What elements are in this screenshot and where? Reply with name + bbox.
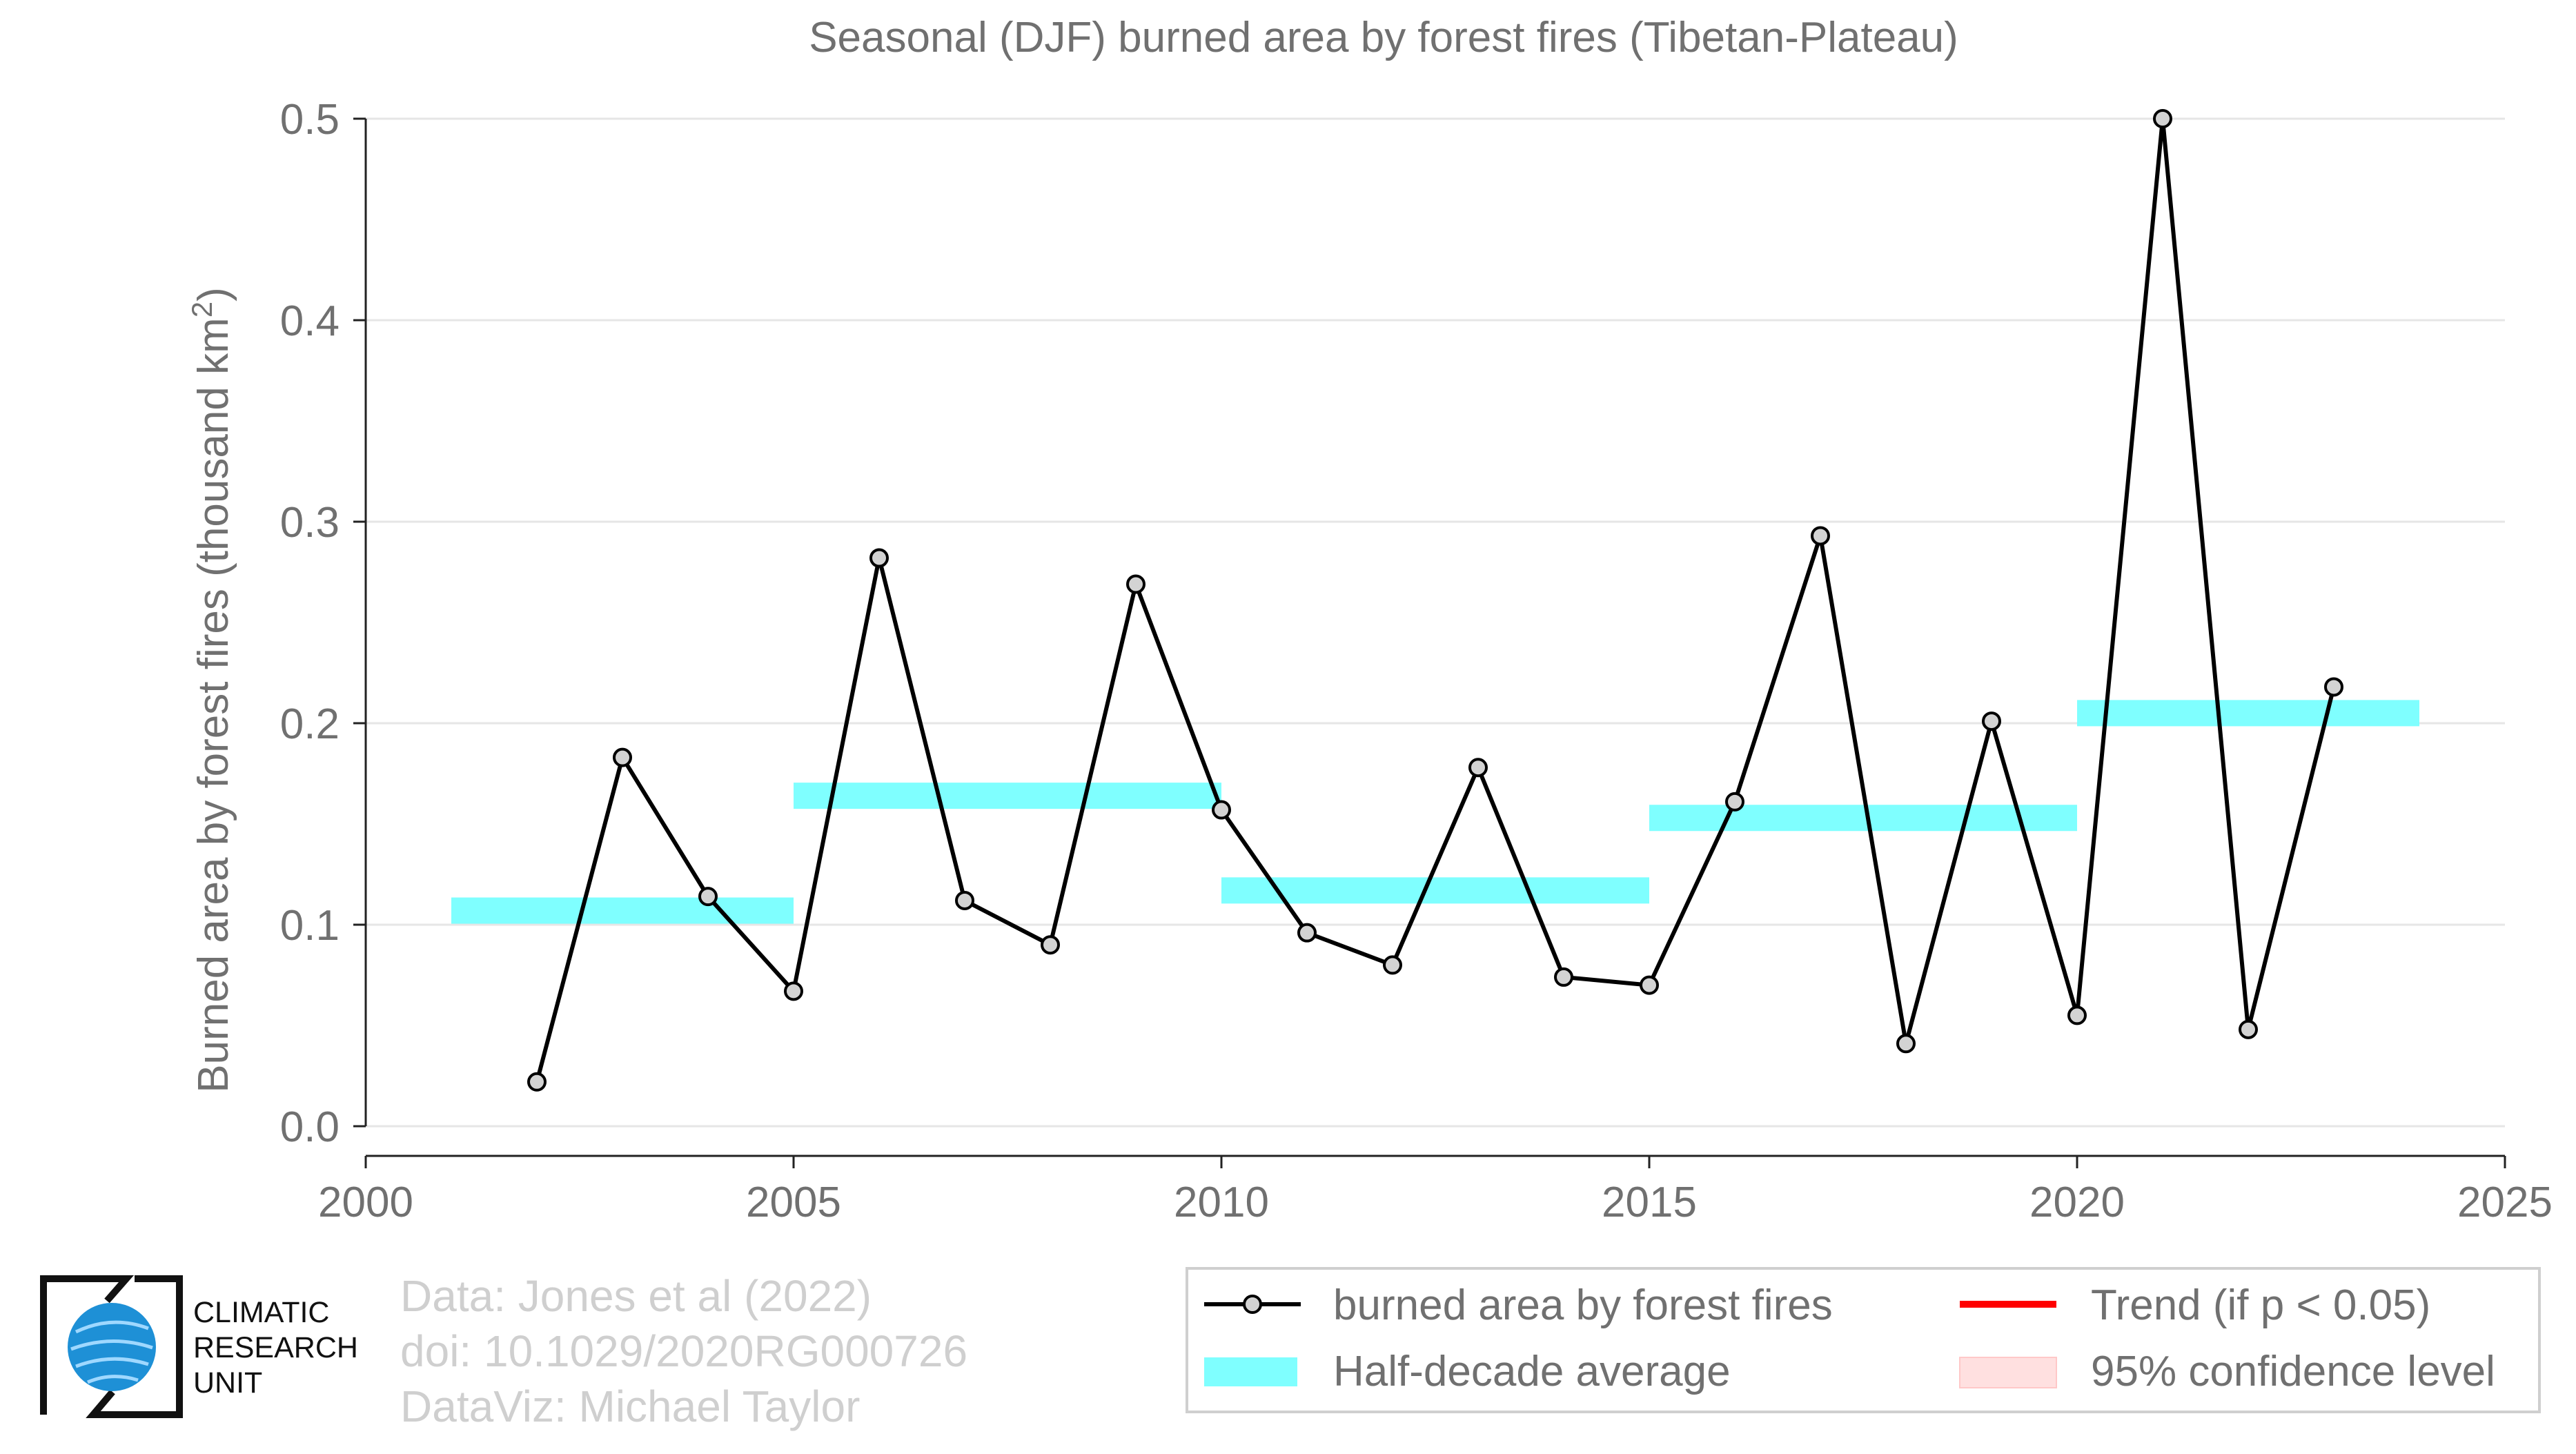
legend-label-trend: Trend (if p < 0.05) <box>2091 1281 2430 1329</box>
data-point <box>784 981 803 1001</box>
grid-lines <box>366 117 2505 1128</box>
data-point <box>1383 955 1402 975</box>
data-point <box>2324 677 2343 697</box>
half-decade-band <box>451 897 794 924</box>
half-decade-bands <box>451 700 2419 924</box>
x-tick-label: 2010 <box>1174 1179 1269 1226</box>
series-points <box>527 109 2343 1092</box>
legend-label-confidence: 95% confidence level <box>2091 1348 2495 1395</box>
x-tick-label: 2020 <box>2029 1179 2125 1226</box>
y-tick-label: 0.1 <box>280 902 340 950</box>
x-tick-label: 2015 <box>1602 1179 1697 1226</box>
data-point <box>1126 574 1146 594</box>
data-point <box>1896 1034 1916 1054</box>
data-point <box>698 887 718 907</box>
legend-key-series-marker <box>1243 1295 1262 1314</box>
data-point <box>613 747 632 767</box>
y-axis-label: Burned area by forest fires (thousand km… <box>186 287 238 1092</box>
credit-data: Data: Jones et al (2022) <box>400 1271 872 1321</box>
data-point <box>1212 800 1231 820</box>
credit-doi: doi: 10.1029/2020RG000726 <box>400 1326 968 1376</box>
logo-line-2: RESEARCH <box>193 1331 358 1364</box>
y-tick-label: 0.4 <box>280 297 340 345</box>
legend-frame <box>1186 1267 2541 1413</box>
y-tick-label: 0.5 <box>280 96 340 144</box>
data-point <box>1982 711 2001 731</box>
x-tick-label: 2025 <box>2457 1179 2553 1226</box>
logo-line-1: CLIMATIC <box>193 1296 330 1329</box>
y-axis-label-end: ) <box>190 287 237 302</box>
legend-key-confidence <box>1959 1357 2057 1388</box>
y-tick-label: 0.2 <box>280 700 340 748</box>
data-point <box>1640 975 1659 995</box>
data-point <box>1041 935 1060 955</box>
half-decade-band <box>1649 805 2077 832</box>
data-point <box>2153 109 2172 128</box>
credit-dataviz: DataViz: Michael Taylor <box>400 1382 861 1431</box>
series-line-path <box>535 117 2336 1083</box>
data-point <box>2067 1005 2087 1025</box>
axes: 0.0 0.1 0.2 0.3 0.4 0.5 2000 2005 2010 2015 2020 20… <box>280 96 2553 1226</box>
cru-logo-text: CLIMATIC RESEARCH UNIT <box>193 1295 358 1401</box>
legend-key-half-decade <box>1204 1357 1297 1386</box>
legend: burned area by forest fires Half-decade … <box>1186 1267 2541 1413</box>
series-line <box>535 117 2336 1083</box>
data-point <box>1725 792 1744 812</box>
y-axis-label-main: Burned area by forest fires (thousand km <box>190 317 237 1092</box>
data-point <box>1468 758 1488 778</box>
data-point <box>2239 1019 2258 1039</box>
credits: Data: Jones et al (2022) doi: 10.1029/20… <box>400 1268 967 1434</box>
cru-logo-mark <box>40 1275 183 1418</box>
data-point <box>1811 526 1830 546</box>
half-decade-band <box>1221 877 1649 904</box>
data-point <box>955 890 974 910</box>
data-point <box>869 548 889 568</box>
chart-title: Seasonal (DJF) burned area by forest fir… <box>809 14 1958 61</box>
logo-line-3: UNIT <box>193 1366 263 1399</box>
legend-label-series: burned area by forest fires <box>1333 1281 1833 1329</box>
data-point <box>1297 923 1317 943</box>
data-point <box>1554 967 1573 987</box>
y-axis-label-sup: 2 <box>186 302 218 317</box>
legend-label-half-decade: Half-decade average <box>1333 1348 1731 1395</box>
half-decade-band <box>2077 700 2419 727</box>
x-tick-label: 2005 <box>746 1179 841 1226</box>
cru-logo: CLIMATIC RESEARCH UNIT <box>38 1273 383 1422</box>
half-decade-band <box>794 783 1221 809</box>
y-tick-label: 0.0 <box>280 1103 340 1151</box>
x-tick-label: 2000 <box>318 1179 413 1226</box>
y-tick-label: 0.3 <box>280 499 340 547</box>
data-point <box>527 1072 547 1092</box>
